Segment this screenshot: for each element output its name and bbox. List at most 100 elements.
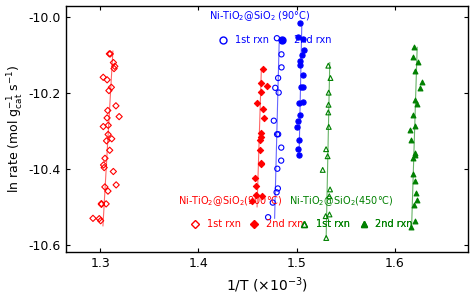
Point [100,124,107,129]
Point [411,152,419,157]
Point [413,102,420,107]
Point [319,167,327,172]
Point [296,63,304,68]
Point [97,218,104,223]
Point [326,212,333,217]
Point [412,191,420,196]
Point [325,125,333,129]
Point [111,64,118,69]
Point [407,128,414,132]
Point [103,138,110,143]
Point [296,100,303,105]
Point [273,190,281,195]
Point [325,102,332,107]
Point [324,154,331,159]
Point [325,110,332,115]
Point [109,60,117,65]
Point [410,113,417,118]
Point [270,118,278,123]
Point [296,20,304,25]
Point [277,158,285,163]
Text: Ni-TiO$_2$@SiO$_2$(450°C): Ni-TiO$_2$@SiO$_2$(450°C) [289,194,394,208]
Point [413,197,421,202]
Point [411,219,419,224]
Point [415,60,422,64]
Point [257,131,265,135]
Point [322,147,330,152]
Point [256,138,264,143]
Point [411,98,419,103]
Point [104,132,112,137]
Point [410,45,418,49]
Point [326,194,333,199]
Text: Ni-TiO$_2$@SiO$_2$(900°C): Ni-TiO$_2$@SiO$_2$(900°C) [178,194,283,208]
Point [294,119,302,124]
Point [109,169,117,174]
Point [251,175,258,180]
Point [418,79,426,84]
Point [264,215,272,220]
X-axis label: 1/T ($\times$10$^{-3}$): 1/T ($\times$10$^{-3}$) [226,276,308,296]
Point [299,36,307,41]
Point [258,194,265,199]
Point [273,132,281,137]
Point [100,75,107,80]
Text: Ni-TiO$_2$@SiO$_2$ (90°C): Ni-TiO$_2$@SiO$_2$ (90°C) [209,9,310,23]
Point [409,172,417,176]
Point [322,236,330,240]
Point [411,178,419,183]
Point [294,147,302,151]
Point [101,185,109,189]
Point [95,216,103,221]
Point [259,107,267,112]
Point [411,150,419,155]
Point [106,148,113,153]
Point [273,36,281,41]
Point [106,51,113,56]
Point [409,156,417,161]
Point [257,161,264,166]
Point [300,48,308,53]
Point [327,76,334,80]
Point [273,166,281,171]
Point [104,108,111,113]
Point [274,76,282,80]
Point [296,113,304,117]
Point [411,124,419,129]
Point [325,90,332,95]
Point [115,114,123,119]
Point [256,147,264,152]
Point [408,225,415,230]
Legend: 1st rxn, 2nd rxn: 1st rxn, 2nd rxn [291,215,417,233]
Point [98,201,105,206]
Y-axis label: ln rate (mol g$_\mathrm{cat}^{-1}$ s$^{-1}$): ln rate (mol g$_\mathrm{cat}^{-1}$ s$^{-… [6,65,26,193]
Point [278,52,285,57]
Point [102,201,110,206]
Point [275,90,283,95]
Point [411,68,419,73]
Point [274,132,282,137]
Point [104,189,112,194]
Point [259,67,266,72]
Point [258,89,265,94]
Point [112,104,120,108]
Point [410,203,418,207]
Point [295,152,303,157]
Point [277,145,285,150]
Point [103,77,111,82]
Point [110,66,118,71]
Point [252,184,260,189]
Point [101,156,109,161]
Point [105,88,113,93]
Point [326,187,334,192]
Point [293,125,301,130]
Point [248,199,255,203]
Point [107,51,114,56]
Point [300,85,307,89]
Point [103,116,111,120]
Point [300,73,307,78]
Point [294,35,302,39]
Point [278,65,285,70]
Point [100,163,107,167]
Point [108,136,116,141]
